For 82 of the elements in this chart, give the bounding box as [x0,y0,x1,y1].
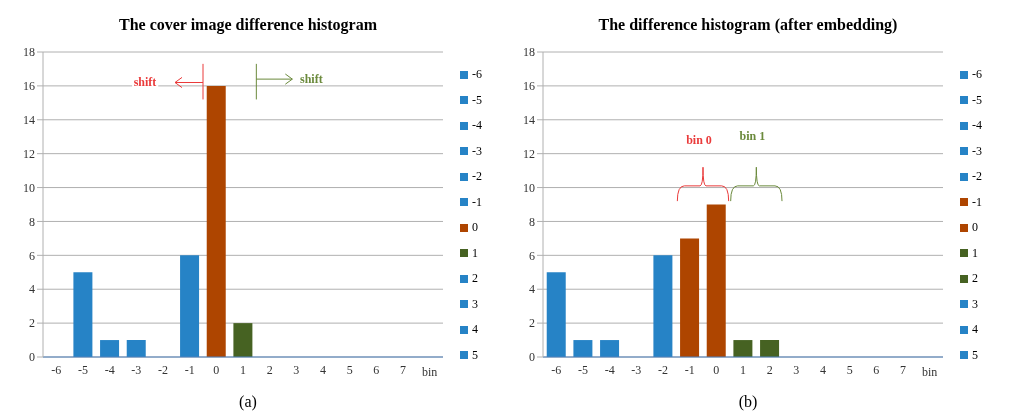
y-tick-label: 10 [23,180,35,195]
y-tick-label: 6 [29,248,35,263]
x-tick-label: 1 [740,362,746,377]
legend-label: -3 [472,143,482,159]
y-tick-label: 0 [29,350,35,365]
legend-label: -2 [972,169,982,185]
y-tick-label: 8 [29,214,35,229]
x-tick-label: -2 [158,362,168,377]
x-tick-label: 3 [293,362,300,377]
y-tick-label: 16 [523,79,535,94]
x-tick-label: 0 [713,362,720,377]
annotation: bin 1 [739,129,766,144]
y-tick-label: 14 [23,113,35,128]
x-tick-label: 7 [900,362,906,377]
chart-title: The difference histogram (after embedding) [597,15,899,36]
x-tick-label: 2 [766,362,773,377]
x-tick-label: 0 [213,362,220,377]
y-tick-label: 4 [29,282,35,297]
y-tick-label: 12 [523,146,535,161]
legend-label: 5 [472,347,478,363]
legend-label: -1 [972,194,982,210]
legend-label: -3 [972,143,982,159]
x-axis-title: bin [421,365,438,379]
legend-label: -5 [472,92,482,108]
legend-label: 4 [972,322,978,338]
legend-label: 5 [972,347,978,363]
x-tick-label: -6 [551,362,562,377]
x-tick-label: -5 [578,362,588,377]
legend-label: 3 [972,296,978,312]
legend-label: 2 [472,271,478,287]
x-tick-label: -4 [104,362,115,377]
y-tick-label: 16 [23,79,35,94]
y-tick-label: 0 [529,350,535,365]
legend-label: -2 [472,169,482,185]
y-tick-label: 2 [29,316,35,331]
x-tick-label: 3 [793,362,800,377]
legend-label: 0 [472,220,478,236]
legend-label: 3 [472,296,478,312]
legend-label: 4 [472,322,478,338]
y-tick-label: 12 [23,146,35,161]
x-tick-label: -6 [51,362,62,377]
y-tick-label: 8 [529,214,535,229]
x-tick-label: -3 [131,362,142,377]
legend-label: 1 [972,245,978,261]
legend-label: -4 [472,118,482,134]
x-tick-label: 7 [400,362,406,377]
x-tick-label: -3 [631,362,642,377]
y-tick-label: 2 [529,316,535,331]
x-tick-label: 2 [266,362,273,377]
x-tick-label: -4 [604,362,615,377]
y-tick-label: 4 [529,282,535,297]
annotation: shift [133,74,157,89]
x-tick-label: 4 [820,362,826,377]
chart-title: The cover image difference histogram [118,15,378,36]
x-tick-label: 1 [240,362,246,377]
x-tick-label: 5 [346,362,353,377]
legend-label: -5 [972,92,982,108]
legend-label: -4 [972,118,982,134]
x-tick-label: 6 [873,362,880,377]
x-tick-label: 6 [373,362,380,377]
legend-label: 2 [972,271,978,287]
x-tick-label: 4 [320,362,326,377]
y-tick-label: 18 [23,45,35,60]
x-tick-label: -2 [658,362,668,377]
x-tick-label: 5 [846,362,853,377]
x-axis-title: bin [921,365,938,379]
x-tick-label: -1 [684,362,695,377]
legend-label: -6 [472,67,482,83]
legend-label: 0 [972,220,978,236]
annotation: shift [300,71,323,86]
x-tick-label: -1 [184,362,195,377]
annotation: bin 0 [686,132,712,147]
x-tick-label: -5 [78,362,88,377]
legend-label: -6 [972,67,982,83]
text: (a) [238,393,258,411]
y-tick-label: 18 [523,45,535,60]
legend-label: -1 [472,194,482,210]
text: (b) [737,393,759,411]
y-tick-label: 10 [523,180,535,195]
y-tick-label: 6 [529,248,535,263]
y-tick-label: 14 [523,113,535,128]
legend-label: 1 [472,245,478,261]
